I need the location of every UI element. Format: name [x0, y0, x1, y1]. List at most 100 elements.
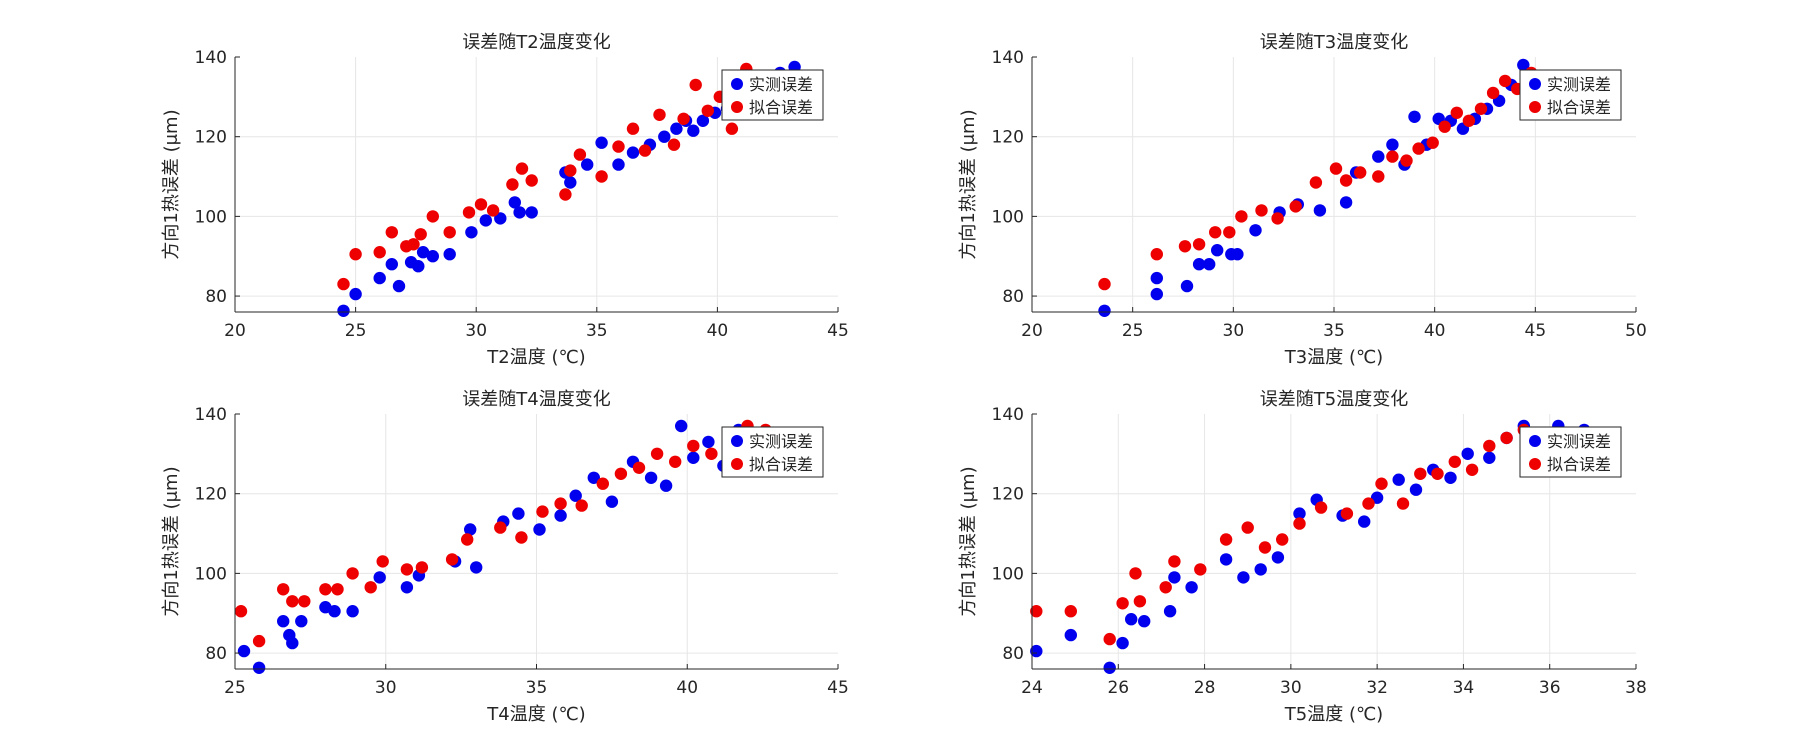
data-point	[1159, 581, 1172, 594]
x-tick-label: 30	[465, 321, 487, 341]
data-point	[1309, 176, 1323, 189]
data-point	[701, 104, 714, 118]
data-point	[1431, 467, 1444, 480]
y-tick-label: 140	[195, 48, 227, 68]
data-point	[464, 523, 477, 536]
data-point	[515, 162, 529, 175]
data-point	[653, 108, 666, 122]
data-point	[525, 174, 538, 187]
data-point	[286, 636, 299, 650]
data-point	[1150, 248, 1164, 261]
x-tick-label: 25	[224, 678, 246, 698]
data-point	[687, 124, 700, 137]
data-point	[705, 447, 718, 460]
data-point	[1329, 162, 1343, 175]
y-axis-label: 方向1热误差 (μm)	[958, 466, 979, 616]
data-point	[1185, 581, 1198, 594]
data-point	[1192, 238, 1206, 251]
x-tick-label: 32	[1366, 678, 1388, 698]
data-point	[376, 555, 389, 568]
x-tick-label: 35	[526, 678, 548, 698]
x-tick-label: 20	[224, 321, 246, 341]
subplot-3: 25 30 35 40 45 80 100 120 140 误差随T4温度变化 T4温度 (℃) 方向…	[161, 389, 849, 725]
data-point	[569, 489, 582, 502]
data-point	[337, 304, 350, 317]
data-point	[1483, 451, 1496, 464]
legend-marker	[1529, 458, 1541, 470]
data-point	[1400, 154, 1413, 167]
data-point	[1409, 483, 1423, 496]
data-point	[373, 571, 386, 584]
data-point	[1125, 613, 1138, 626]
data-point	[443, 248, 456, 261]
data-point	[1271, 551, 1285, 564]
x-tick-label: 38	[1625, 678, 1647, 698]
data-point	[346, 605, 359, 618]
data-point	[632, 461, 646, 474]
data-point	[364, 581, 377, 594]
series-measured	[237, 419, 757, 674]
x-tick-label: 25	[1122, 321, 1144, 341]
x-tick-label: 25	[345, 321, 367, 341]
data-point	[1168, 555, 1181, 568]
data-point	[1168, 571, 1181, 584]
data-point	[298, 595, 311, 608]
data-point	[1241, 521, 1254, 534]
data-point	[412, 260, 425, 273]
data-point	[1462, 114, 1476, 128]
data-point	[1444, 471, 1457, 484]
data-point	[414, 228, 427, 241]
subplot-1: 20 25 30 35 40 45 80 100 120 140 误差随T2温度变化 T2温度 (℃)…	[161, 32, 849, 368]
subplot-2: 20 25 30 35 40 45 50 80 100 120 140 误差随T3温度变化 T3温度 (…	[958, 32, 1647, 368]
data-point	[1064, 605, 1078, 618]
data-point	[687, 439, 700, 453]
data-point	[1231, 248, 1244, 261]
data-point	[667, 138, 681, 151]
y-tick-label: 100	[195, 564, 227, 584]
chart-title: 误差随T5温度变化	[1260, 389, 1408, 410]
data-point	[564, 176, 577, 189]
data-point	[1235, 210, 1248, 223]
data-point	[1372, 170, 1385, 183]
data-point	[1098, 277, 1111, 291]
y-tick-label: 80	[1002, 287, 1024, 307]
data-point	[252, 661, 266, 674]
data-point	[508, 196, 521, 209]
x-axis-label: T5温度 (℃)	[1284, 704, 1383, 725]
data-point	[659, 479, 673, 492]
x-tick-label: 36	[1539, 678, 1561, 698]
x-tick-label: 40	[676, 678, 698, 698]
x-tick-label: 30	[375, 678, 397, 698]
y-tick-label: 140	[992, 405, 1024, 425]
x-tick-label: 45	[1525, 321, 1547, 341]
data-point	[1180, 279, 1194, 293]
y-tick-label: 100	[195, 207, 227, 227]
data-point	[1163, 605, 1177, 618]
data-point	[614, 467, 628, 480]
data-point	[385, 226, 398, 239]
legend-label: 拟合误差	[749, 98, 813, 117]
data-point	[587, 471, 600, 484]
data-point	[1192, 258, 1206, 271]
data-point	[1129, 567, 1142, 580]
data-point	[1211, 244, 1224, 257]
data-point	[1030, 605, 1043, 618]
legend-label: 实测误差	[749, 75, 813, 94]
data-point	[373, 271, 386, 285]
data-point	[1276, 533, 1289, 546]
data-point	[515, 531, 528, 544]
legend-marker	[1529, 78, 1541, 90]
y-tick-label: 100	[992, 207, 1024, 227]
data-point	[1194, 563, 1207, 576]
data-point	[1408, 110, 1421, 124]
data-point	[461, 533, 474, 546]
data-point	[1133, 595, 1147, 608]
data-point	[462, 206, 476, 219]
subplot-4: 24 26 28 30 32 34 36 38 80 100 120 140 误差随T5温度变化 T5温度…	[958, 389, 1647, 725]
data-point	[415, 561, 429, 574]
data-point	[1498, 74, 1512, 88]
x-tick-label: 30	[1280, 678, 1302, 698]
y-axis-label: 方向1热误差 (μm)	[161, 466, 182, 616]
data-point	[1271, 212, 1284, 225]
